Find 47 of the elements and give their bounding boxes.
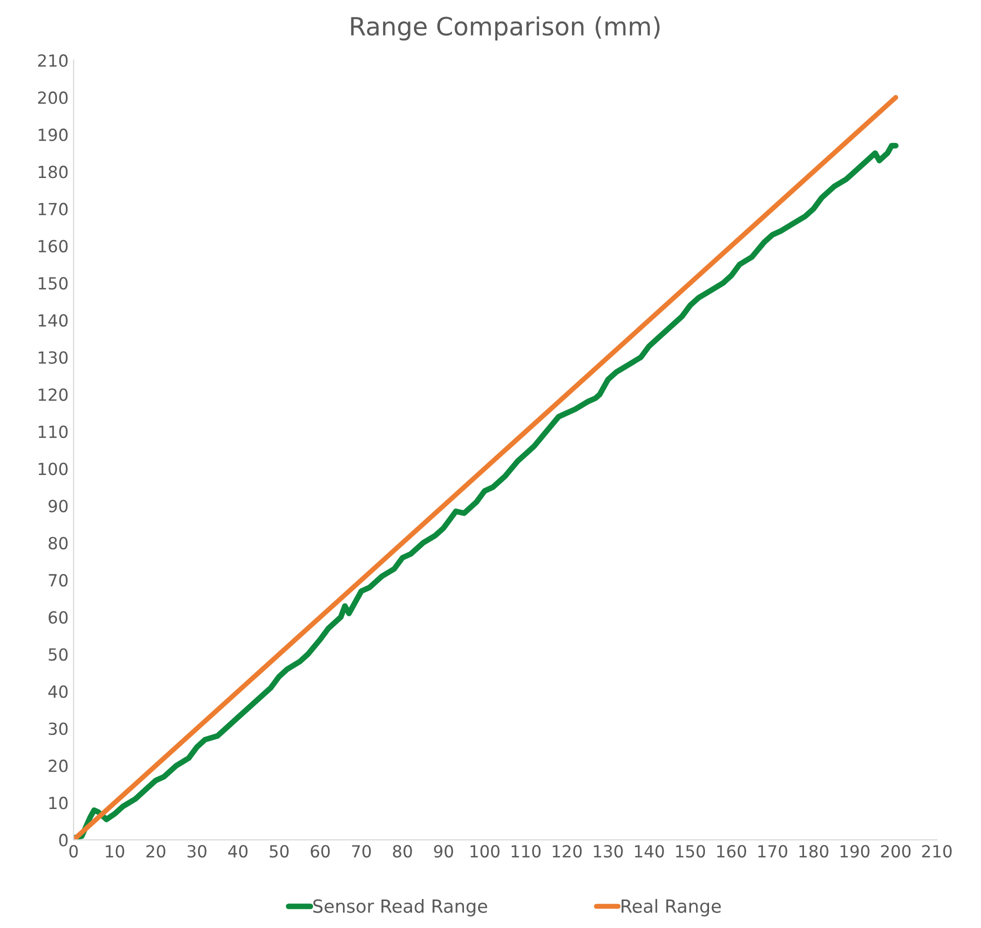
y-tick-label: 40 bbox=[48, 685, 68, 698]
x-tick-label: 50 bbox=[270, 844, 289, 858]
y-tick-label: 200 bbox=[38, 91, 68, 104]
chart-title: Range Comparison (mm) bbox=[351, 16, 660, 41]
y-tick-label: 80 bbox=[48, 536, 68, 550]
x-tick-label: 180 bbox=[799, 844, 828, 858]
y-tick-label: 130 bbox=[38, 351, 68, 364]
x-tick-label: 40 bbox=[228, 844, 248, 858]
y-tick-label: 160 bbox=[38, 240, 68, 252]
x-tick-label: 120 bbox=[552, 844, 582, 858]
y-tick-label: 120 bbox=[38, 388, 68, 401]
x-tick-label: 30 bbox=[188, 844, 206, 858]
x-tick-label: 110 bbox=[512, 844, 541, 858]
x-tick-label: 140 bbox=[635, 844, 664, 858]
y-tick-label: 10 bbox=[49, 796, 68, 810]
y-tick-label: 60 bbox=[48, 611, 68, 624]
x-tick-label: 200 bbox=[881, 844, 911, 858]
x-tick-label: 70 bbox=[352, 844, 371, 858]
legend-label: Real Range bbox=[622, 898, 721, 916]
x-tick-label: 90 bbox=[434, 844, 454, 858]
x-tick-label: 100 bbox=[470, 844, 500, 858]
y-tick-label: 100 bbox=[38, 462, 68, 476]
x-tick-label: 130 bbox=[594, 844, 623, 858]
y-tick-label: 190 bbox=[38, 128, 68, 142]
x-tick-label: 10 bbox=[106, 844, 124, 858]
x-tick-label: 150 bbox=[676, 844, 705, 858]
x-tick-label: 80 bbox=[392, 844, 412, 858]
y-tick-label: 140 bbox=[38, 314, 68, 327]
y-tick-label: 170 bbox=[38, 202, 68, 216]
y-tick-label: 0 bbox=[59, 834, 68, 846]
x-tick-label: 160 bbox=[717, 844, 746, 858]
x-tick-label: 0 bbox=[69, 844, 78, 858]
y-tick-label: 110 bbox=[38, 425, 68, 438]
x-tick-label: 190 bbox=[840, 844, 870, 858]
legend-label: Sensor Read Range bbox=[313, 898, 488, 916]
y-tick-label: 30 bbox=[48, 722, 68, 736]
y-tick-label: 210 bbox=[38, 54, 68, 67]
y-tick-label: 70 bbox=[48, 574, 68, 587]
y-tick-label: 50 bbox=[48, 648, 68, 661]
x-tick-label: 170 bbox=[758, 844, 788, 858]
y-tick-label: 180 bbox=[38, 166, 68, 178]
x-tick-label: 20 bbox=[146, 844, 166, 858]
y-tick-label: 20 bbox=[48, 760, 68, 772]
y-tick-label: 150 bbox=[38, 277, 68, 290]
y-tick-label: 90 bbox=[48, 500, 68, 512]
x-tick-label: 60 bbox=[310, 844, 330, 858]
x-tick-label: 210 bbox=[922, 844, 952, 858]
